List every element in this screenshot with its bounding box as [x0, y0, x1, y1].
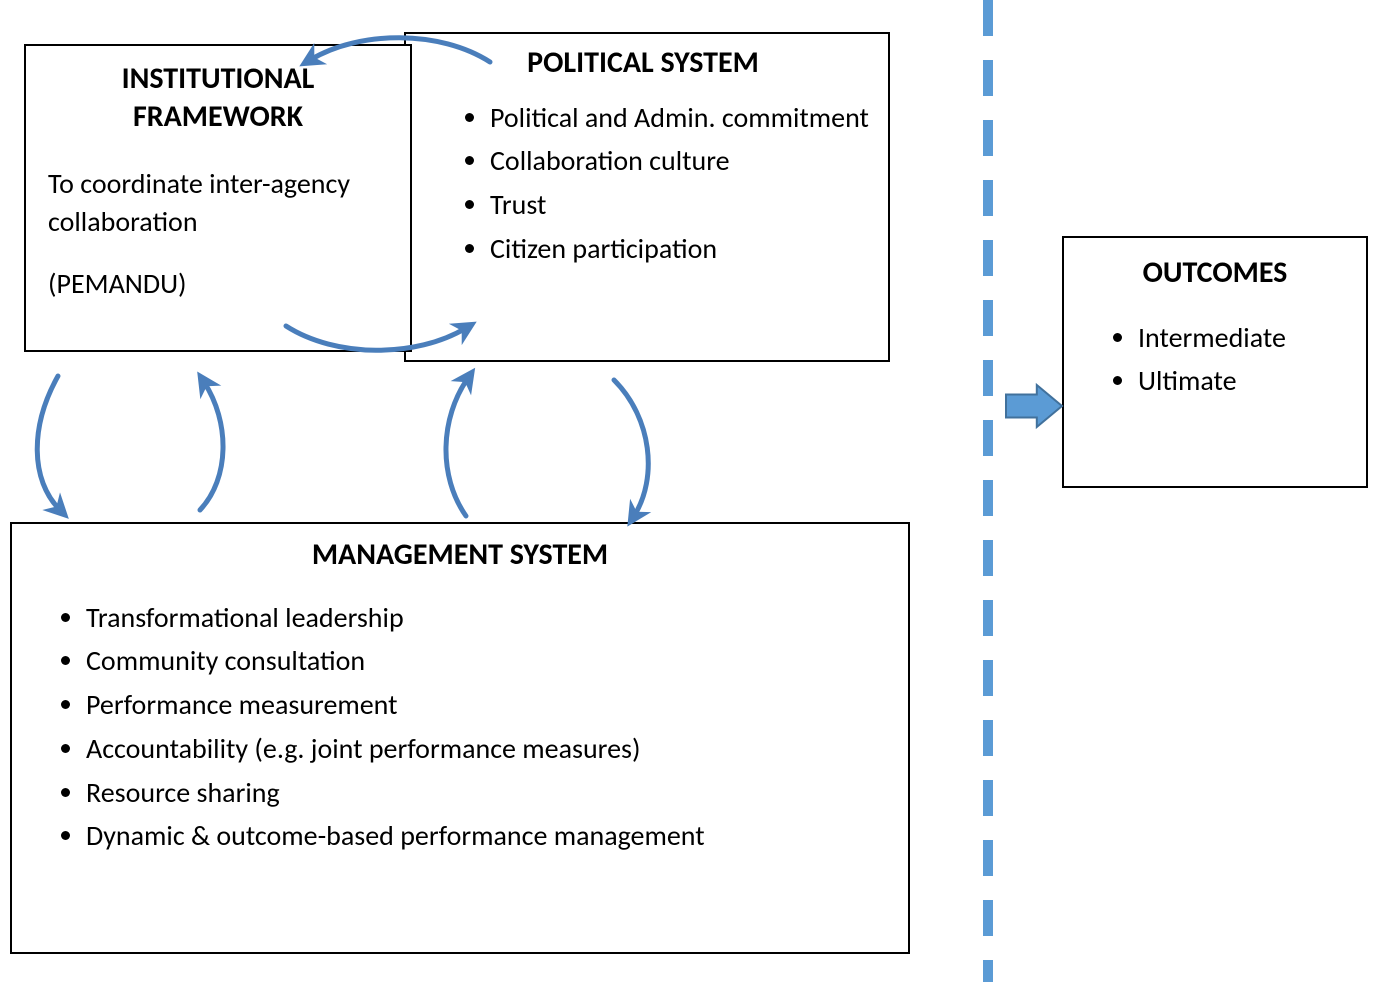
- bullet-item: Performance measurement: [86, 683, 890, 727]
- bullet-item: Resource sharing: [86, 771, 890, 815]
- institutional-framework-title: INSTITUTIONAL FRAMEWORK: [48, 60, 388, 135]
- outcomes-title: OUTCOMES: [1082, 254, 1348, 292]
- curved-arrow: [200, 382, 223, 510]
- outcomes-bullets: IntermediateUltimate: [1082, 316, 1348, 404]
- bullet-item: Ultimate: [1138, 359, 1348, 403]
- management-system-bullets: Transformational leadershipCommunity con…: [30, 596, 890, 859]
- institutional-body-line: (PEMANDU): [48, 265, 388, 303]
- curved-arrow: [37, 376, 60, 510]
- bullet-item: Political and Admin. commitment: [490, 96, 870, 140]
- bullet-item: Transformational leadership: [86, 596, 890, 640]
- political-system-title: POLITICAL SYSTEM: [416, 44, 870, 82]
- institutional-framework-box: INSTITUTIONAL FRAMEWORK To coordinate in…: [24, 44, 412, 352]
- bullet-item: Trust: [490, 183, 870, 227]
- curved-arrow: [614, 380, 648, 516]
- institutional-framework-body: To coordinate inter-agency collaboration…: [48, 165, 388, 302]
- block-arrow-icon: [1006, 385, 1062, 427]
- bullet-item: Accountability (e.g. joint performance m…: [86, 727, 890, 771]
- diagram-canvas: { "diagram": { "type": "flowchart", "bac…: [0, 0, 1386, 982]
- management-system-box: MANAGEMENT SYSTEM Transformational leade…: [10, 522, 910, 954]
- bullet-item: Dynamic & outcome-based performance mana…: [86, 814, 890, 858]
- bullet-item: Collaboration culture: [490, 139, 870, 183]
- curved-arrow: [446, 378, 468, 516]
- institutional-body-line: To coordinate inter-agency collaboration: [48, 165, 388, 241]
- bullet-item: Community consultation: [86, 639, 890, 683]
- bullet-item: Intermediate: [1138, 316, 1348, 360]
- management-system-title: MANAGEMENT SYSTEM: [30, 536, 890, 574]
- outcomes-box: OUTCOMES IntermediateUltimate: [1062, 236, 1368, 488]
- bullet-item: Citizen participation: [490, 227, 870, 271]
- political-system-bullets: Political and Admin. commitmentCollabora…: [416, 96, 870, 271]
- political-system-box: POLITICAL SYSTEM Political and Admin. co…: [404, 32, 890, 362]
